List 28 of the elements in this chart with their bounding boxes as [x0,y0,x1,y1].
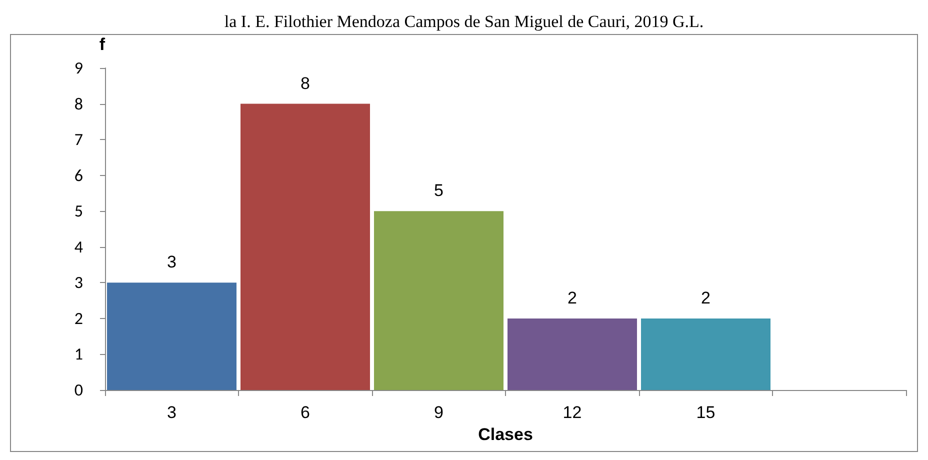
x-tick-label: 12 [562,403,582,422]
bar [107,282,236,390]
chart-title: la I. E. Filothier Mendoza Campos de San Miguel de Cauri, 2019 G.L. [224,12,704,31]
data-label: 5 [434,181,444,200]
x-tick-label: 3 [167,403,176,422]
x-tick-label: 9 [434,403,444,422]
y-tick-label: 8 [74,93,83,114]
y-tick-label: 4 [74,236,84,258]
x-tick-label: 15 [696,403,716,422]
data-label: 3 [167,252,176,272]
bar [374,211,504,390]
data-label: 2 [568,288,577,308]
data-label: 8 [300,74,310,93]
y-axis-title: f [99,35,106,54]
y-tick-label: 0 [74,380,84,400]
y-tick-label: 2 [74,308,83,329]
y-tick-label: 1 [74,344,83,365]
x-axis-title: Clases [478,424,533,444]
y-tick-label: 6 [74,164,84,186]
x-tick-label: 6 [300,403,310,422]
y-tick-label: 9 [74,58,84,78]
y-tick-label: 5 [74,200,83,222]
data-label: 2 [701,288,710,308]
y-tick-label: 7 [74,129,84,150]
y-tick-label: 3 [74,272,83,294]
bar [508,318,637,390]
bar [240,104,370,390]
bar [641,318,770,390]
